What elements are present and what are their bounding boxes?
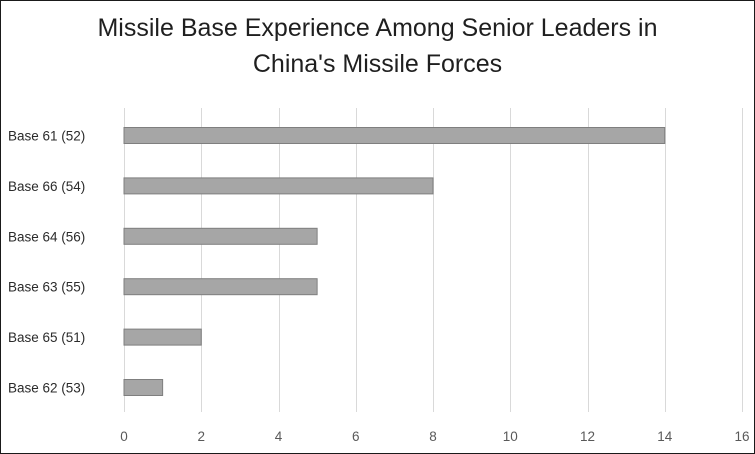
chart-title-line-2: China's Missile Forces [252,50,503,78]
x-tick-label-16: 16 [734,429,749,444]
x-tick-label-0: 0 [120,429,128,444]
x-tick-label-2: 2 [197,429,205,444]
category-labels: Base 61 (52) Base 66 (54) Base 64 (56) Base… [8,129,85,396]
bars [123,127,666,396]
bar-1 [123,127,666,144]
bar-5 [123,328,202,346]
x-tick-label-4: 4 [275,429,283,444]
x-tick-label-10: 10 [503,429,518,444]
category-label-5: Base 65 (51) [8,330,85,345]
chart-title: Missile Base Experience Among Senior Lea… [0,10,755,82]
bar-3 [123,227,318,245]
category-label-2: Base 66 (54) [8,179,85,194]
x-tick-label-6: 6 [352,429,360,444]
x-tick-label-14: 14 [657,429,673,444]
bar-6 [123,379,164,396]
category-label-1: Base 61 (52) [8,129,85,144]
gridlines [124,108,743,412]
category-label-4: Base 63 (55) [8,280,85,295]
x-tick-label-12: 12 [580,429,595,444]
category-label-6: Base 62 (53) [8,381,85,396]
bar-4 [123,278,318,296]
x-tick-label-8: 8 [429,429,437,444]
x-tick-labels: 0 2 4 6 8 10 12 14 16 [120,429,749,444]
category-label-3: Base 64 (56) [8,229,85,244]
chart-title-line-1: Missile Base Experience Among Senior Lea… [97,14,658,42]
bar-2 [123,177,434,195]
